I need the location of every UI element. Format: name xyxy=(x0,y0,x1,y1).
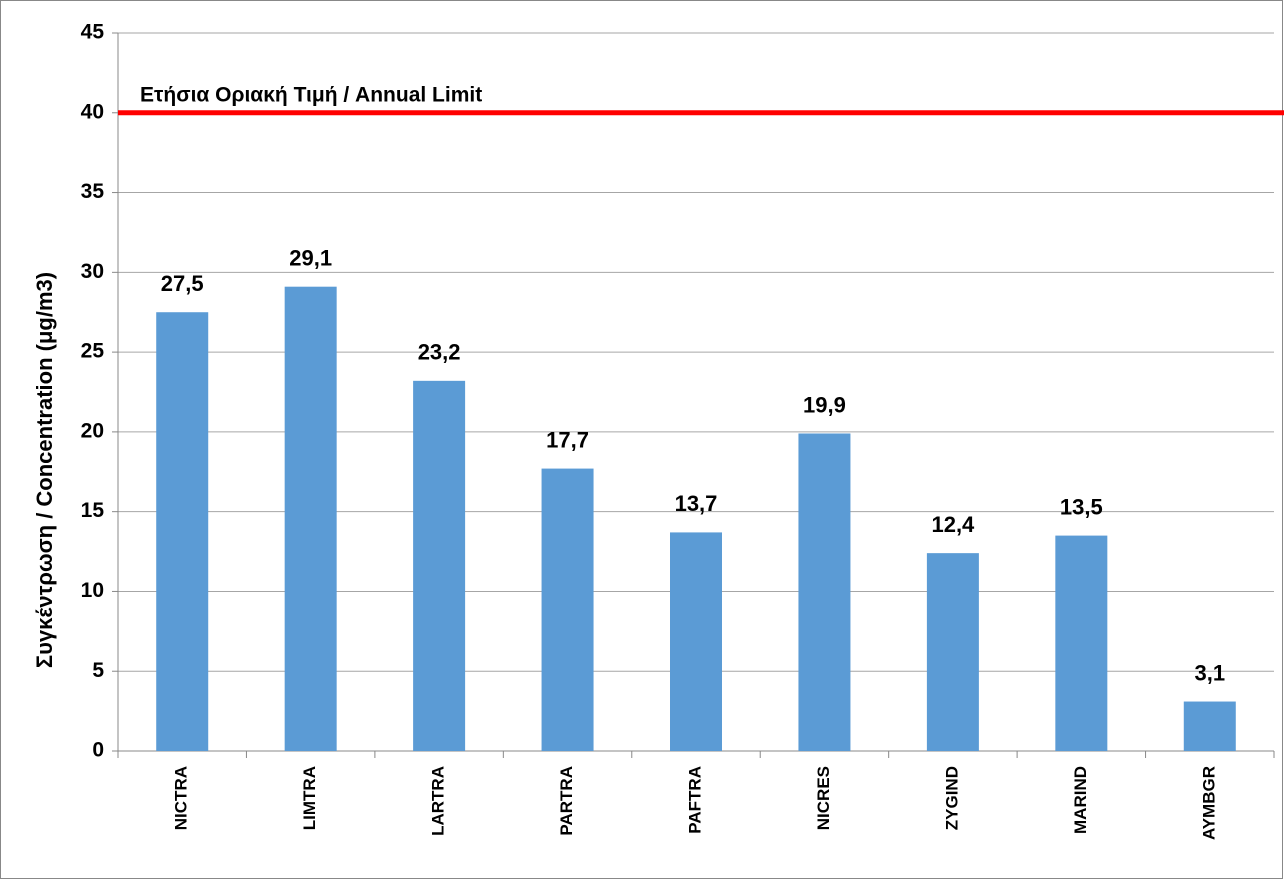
bar xyxy=(284,286,337,751)
limit-label: Ετήσια Οριακή Τιμή / Annual Limit xyxy=(140,83,482,106)
y-tick-label: 5 xyxy=(92,659,104,682)
bar xyxy=(413,380,466,751)
y-tick-label: 30 xyxy=(81,260,104,283)
bar xyxy=(156,312,209,751)
bar xyxy=(670,532,722,751)
y-tick-label: 25 xyxy=(81,340,105,363)
x-tick-label: PARTRA xyxy=(557,766,576,836)
data-label: 13,7 xyxy=(675,491,718,516)
bar xyxy=(1183,701,1236,751)
y-tick-label: 0 xyxy=(92,739,104,762)
y-axis-title: Συγκέντρωση / Concentration (μg/m3) xyxy=(32,272,57,668)
y-tick-label: 40 xyxy=(81,100,104,123)
y-tick-label: 20 xyxy=(81,419,104,442)
bar xyxy=(926,553,979,751)
y-tick-label: 15 xyxy=(81,499,105,522)
data-label: 23,2 xyxy=(418,340,461,365)
y-tick-label: 10 xyxy=(81,579,104,602)
y-tick-label: 35 xyxy=(81,180,105,203)
data-label: 13,5 xyxy=(1060,494,1103,519)
x-tick-label: NICRES xyxy=(814,766,833,830)
x-tick-label: LARTRA xyxy=(429,766,448,836)
data-label: 29,1 xyxy=(289,246,332,271)
data-label: 17,7 xyxy=(546,427,589,452)
bar xyxy=(541,468,594,751)
x-tick-label: MARIND xyxy=(1071,766,1090,834)
data-label: 3,1 xyxy=(1194,660,1225,685)
x-tick-label: PAFTRA xyxy=(685,766,704,834)
y-tick-label: 45 xyxy=(81,21,105,44)
x-tick-label: AYMBGR xyxy=(1199,766,1218,840)
bar xyxy=(798,433,851,751)
data-label: 19,9 xyxy=(803,392,846,417)
x-tick-label: ZYGIND xyxy=(942,766,961,830)
x-tick-label: LIMTRA xyxy=(300,766,319,830)
data-label: 12,4 xyxy=(931,512,975,537)
data-label: 27,5 xyxy=(161,271,204,296)
x-tick-label: NICTRA xyxy=(172,766,191,830)
bar xyxy=(1055,535,1108,751)
